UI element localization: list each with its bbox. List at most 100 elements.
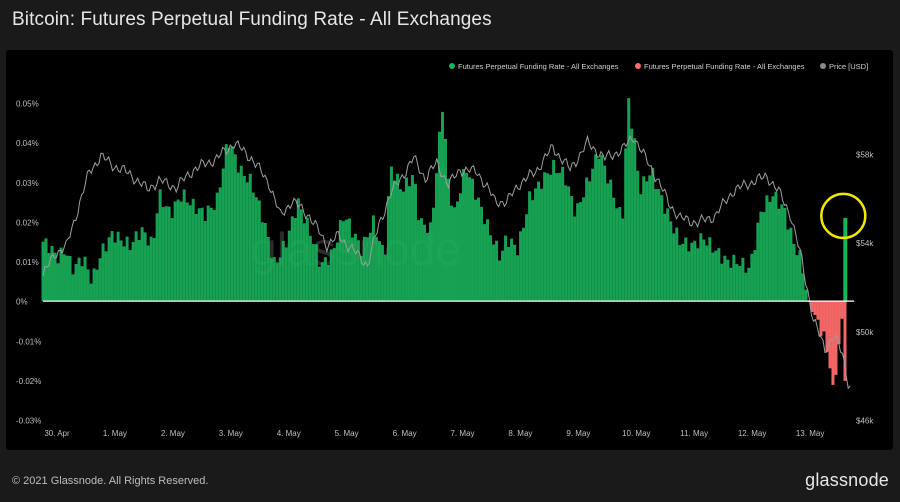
funding-bar-positive [651,167,655,302]
funding-bar-positive [720,263,724,302]
funding-bar-positive [570,196,574,302]
funding-bar-positive [395,173,399,302]
funding-bar-positive [290,216,294,302]
funding-bar-positive [765,195,769,302]
funding-bar-positive [672,233,676,302]
y-right-tick-label: $58k [856,151,874,160]
y-left-tick-label: 0.01% [16,258,39,267]
funding-bar-positive [513,244,517,302]
funding-bar-positive [233,154,237,302]
funding-bar-positive [768,201,772,302]
legend-swatch [635,63,641,69]
price-line [42,134,851,390]
funding-bar-positive [71,274,75,302]
funding-bar-positive [254,197,258,302]
funding-bar-negative [819,301,823,337]
funding-bar-negative [825,301,829,352]
funding-bar-positive [89,283,93,302]
funding-bar-positive [281,240,285,302]
funding-bar-positive [353,233,357,302]
funding-bar-negative [816,301,820,320]
funding-bar-positive [639,194,643,302]
funding-bar-positive [176,199,180,302]
funding-bar-positive [453,207,457,302]
legend-item[interactable]: Futures Perpetual Funding Rate - All Exc… [449,62,619,71]
funding-bar-positive [305,217,309,302]
funding-bar-positive [230,146,234,302]
funding-bar-positive [546,173,550,302]
funding-bar-positive [711,252,715,302]
funding-bar-positive [549,174,553,302]
funding-bar-positive [380,244,384,302]
funding-bar-positive [245,182,249,302]
x-tick-label: 11. May [680,429,708,438]
funding-bar-positive [383,254,387,302]
funding-bar-positive [735,264,739,302]
funding-bar-positive [753,250,757,302]
funding-bar-positive [450,205,453,302]
funding-bar-positive [552,159,556,302]
x-tick-label: 13. May [796,429,824,438]
funding-bar-positive [741,257,745,302]
x-tick-label: 1. May [103,429,127,438]
funding-bar-positive [293,218,297,302]
funding-bar-positive [191,198,195,302]
legend-item[interactable]: Futures Perpetual Funding Rate - All Exc… [635,62,805,71]
funding-bar-positive [50,245,54,302]
funding-bar-positive [386,196,390,302]
legend-item[interactable]: Price [USD] [820,62,868,71]
funding-bar-positive [86,269,90,302]
funding-bar-positive [170,218,174,302]
funding-bar-positive [702,239,706,302]
glassnode-logo[interactable]: glassnode [805,470,889,490]
funding-bar-positive [528,191,532,302]
funding-bar-positive [74,264,78,302]
x-tick-label: 12. May [738,429,766,438]
funding-bar-positive [603,165,607,302]
funding-bar-positive [62,254,66,302]
funding-bar-positive [443,138,447,302]
funding-bar-positive [462,168,466,302]
funding-bar-positive [224,144,228,302]
funding-bar-positive [630,128,634,302]
funding-bar-latest [843,217,848,302]
funding-bar-positive [759,211,763,302]
funding-bar-positive [543,172,547,302]
funding-bar-positive [804,289,808,302]
funding-bar-positive [627,98,631,302]
funding-bar-positive [789,227,793,302]
funding-bar-positive [588,181,592,302]
funding-bar-positive [104,251,108,302]
funding-bar-positive [792,244,796,302]
funding-bar-positive [83,256,87,302]
funding-bar-positive [612,197,616,302]
funding-bar-positive [326,265,330,302]
funding-bar-positive [251,192,255,302]
funding-bar-positive [609,179,613,302]
funding-bar-positive [696,248,700,302]
funding-bar-positive [660,195,664,302]
y-left-tick-label: -0.02% [16,377,41,386]
funding-bar-positive [311,244,315,302]
funding-bar-positive [317,266,321,302]
funding-bar-positive [714,250,718,302]
x-tick-label: 4. May [277,429,301,438]
funding-bar-positive [125,236,129,302]
funding-bar-positive [425,232,429,302]
funding-bar-positive [780,204,784,302]
x-tick-label: 6. May [393,429,417,438]
funding-bar-positive [263,222,267,302]
funding-bar-positive [92,268,96,302]
funding-bar-positive [278,257,282,302]
funding-bar-positive [690,242,694,302]
funding-bar-positive [717,248,721,302]
funding-bar-positive [480,206,484,302]
funding-bar-positive [516,255,520,302]
x-tick-label: 7. May [450,429,474,438]
funding-bar-positive [537,181,541,302]
funding-bar-positive [669,221,673,302]
funding-bar-negative [828,301,832,369]
funding-bar-positive [648,175,652,302]
funding-bar-positive [534,188,538,302]
funding-bar-positive [522,227,526,302]
